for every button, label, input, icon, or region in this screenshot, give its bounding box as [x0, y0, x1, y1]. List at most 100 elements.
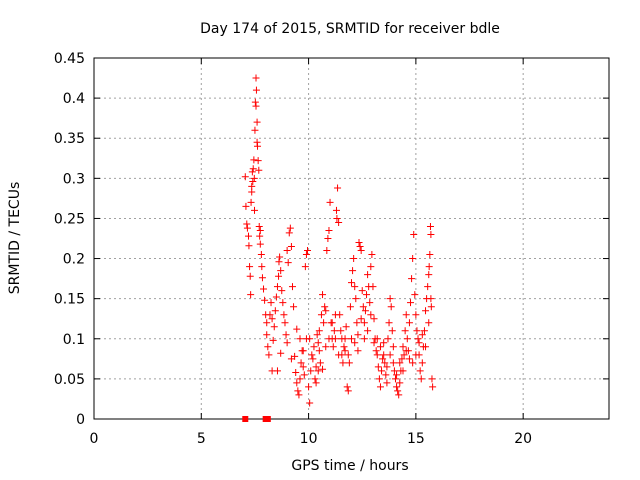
data-point — [325, 335, 333, 343]
data-point — [376, 343, 384, 351]
data-point — [372, 347, 380, 355]
data-point — [363, 291, 371, 299]
data-point — [320, 319, 328, 327]
data-point — [380, 339, 388, 347]
data-point — [383, 363, 391, 371]
x-tick-label: 20 — [514, 431, 532, 447]
data-point — [285, 229, 293, 237]
data-point — [300, 371, 308, 379]
data-point — [264, 343, 272, 351]
data-point — [304, 247, 312, 255]
data-point — [359, 303, 367, 311]
data-point — [370, 315, 378, 323]
data-point — [292, 368, 300, 376]
data-point — [287, 243, 295, 251]
data-point — [427, 230, 435, 238]
data-point — [407, 299, 415, 307]
data-point — [413, 327, 421, 335]
data-point — [360, 319, 368, 327]
data-point — [306, 399, 314, 407]
data-point — [425, 263, 433, 271]
data-point — [357, 315, 365, 323]
data-point — [309, 355, 317, 363]
data-point — [266, 311, 274, 319]
data-point — [324, 235, 332, 242]
data-point — [322, 343, 330, 351]
data-point — [319, 291, 327, 299]
data-point — [352, 295, 360, 303]
data-point — [376, 383, 384, 391]
data-point — [398, 355, 406, 363]
data-point — [282, 331, 290, 339]
data-point — [241, 173, 249, 181]
data-point — [411, 291, 419, 299]
data-point — [321, 303, 329, 311]
data-point — [366, 299, 374, 307]
axis-ticks: 0 0.05 0.1 0.15 0.2 0.25 0.3 0.35 0.4 0.45 0 5 10 15 2… — [54, 51, 609, 447]
data-point — [278, 287, 286, 295]
data-point — [255, 222, 263, 230]
data-point — [306, 335, 314, 343]
data-point — [288, 283, 296, 291]
data-point — [269, 336, 277, 344]
data-point — [426, 251, 434, 259]
data-point — [332, 206, 340, 214]
data-point — [313, 331, 321, 339]
data-point — [275, 258, 283, 266]
data-point — [326, 198, 334, 206]
data-point — [338, 335, 346, 343]
x-axis-label: GPS time / hours — [291, 458, 408, 474]
data-point — [401, 327, 409, 335]
data-point — [373, 351, 381, 359]
data-point — [367, 263, 375, 271]
plot-frame — [93, 57, 610, 420]
data-point — [252, 74, 260, 82]
data-point — [329, 343, 337, 351]
data-point — [380, 351, 388, 359]
data-point — [375, 375, 383, 383]
data-point — [286, 224, 294, 232]
data-point — [242, 416, 249, 422]
data-point — [399, 343, 407, 351]
y-tick-label: 0.45 — [54, 51, 85, 67]
data-point — [412, 351, 420, 359]
data-point — [335, 218, 343, 226]
data-point — [246, 272, 254, 280]
data-point — [328, 319, 336, 327]
data-point — [416, 367, 424, 375]
data-point — [369, 283, 377, 291]
data-point — [250, 156, 258, 164]
data-point — [426, 222, 434, 230]
data-point — [251, 98, 259, 106]
data-point — [299, 363, 307, 371]
data-point — [245, 232, 252, 240]
data-point — [287, 355, 295, 363]
data-point — [395, 391, 403, 399]
data-point — [339, 359, 347, 367]
data-point — [357, 247, 365, 255]
data-point — [249, 165, 257, 173]
data-point — [344, 351, 352, 359]
data-point — [256, 240, 264, 248]
data-point — [351, 283, 359, 291]
data-point — [263, 331, 271, 339]
data-point — [418, 331, 426, 339]
data-point — [425, 319, 433, 327]
data-point — [301, 263, 309, 271]
data-point — [261, 296, 269, 304]
data-point — [325, 226, 333, 234]
data-point — [428, 375, 436, 383]
data-point — [331, 335, 339, 343]
y-tick-label: 0.3 — [63, 171, 85, 187]
data-point — [342, 323, 350, 331]
data-point — [412, 311, 420, 319]
data-point — [391, 375, 399, 383]
data-point — [323, 247, 331, 255]
data-point — [341, 347, 349, 355]
data-point — [312, 379, 320, 387]
data-point — [255, 166, 263, 174]
x-tick-label: 15 — [407, 431, 425, 447]
data-point — [410, 230, 418, 238]
data-point — [364, 271, 372, 279]
y-tick-label: 0.15 — [54, 292, 85, 308]
